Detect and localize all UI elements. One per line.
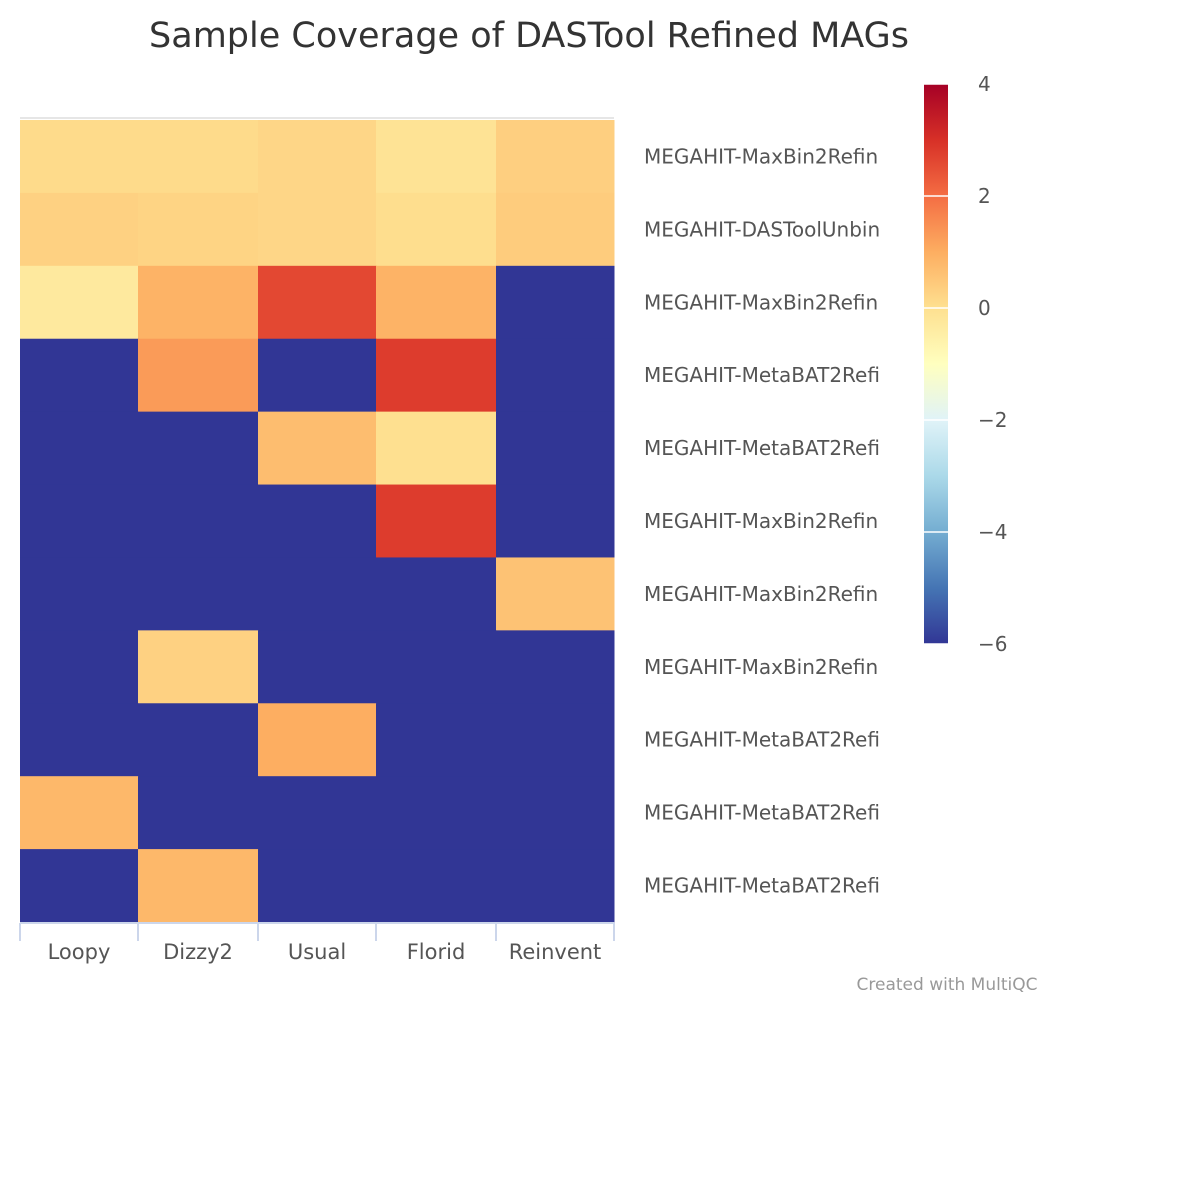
heatmap-cell[interactable]	[20, 192, 139, 267]
heatmap-cell[interactable]	[20, 849, 139, 923]
colorbar-gradient	[924, 84, 948, 644]
x-tick-label: Florid	[407, 940, 466, 964]
y-tick-label: MEGAHIT-MaxBin2Refin	[644, 582, 878, 606]
heatmap-cell[interactable]	[376, 703, 497, 777]
heatmap-cell[interactable]	[258, 776, 377, 850]
heatmap-cell[interactable]	[20, 630, 139, 704]
heatmap-cell[interactable]	[376, 484, 497, 558]
heatmap-cell[interactable]	[258, 484, 377, 558]
heatmap-cell[interactable]	[496, 557, 615, 631]
colorbar: 4 2 0 −2 −4 −6	[924, 72, 1007, 656]
heatmap-cell[interactable]	[496, 630, 615, 704]
heatmap-cell[interactable]	[258, 849, 377, 923]
y-tick-label: MEGAHIT-MetaBAT2Refi	[644, 874, 880, 898]
colorbar-tick-label: −6	[978, 632, 1007, 656]
heatmap-cell[interactable]	[20, 484, 139, 558]
heatmap-cell[interactable]	[376, 776, 497, 850]
heatmap-cell[interactable]	[376, 849, 497, 923]
y-tick-label: MEGAHIT-MaxBin2Refin	[644, 509, 878, 533]
colorbar-tick-label: 4	[978, 72, 991, 96]
y-tick-label: MEGAHIT-MetaBAT2Refi	[644, 801, 880, 825]
x-axis: Loopy Dizzy2 Usual Florid Reinvent	[19, 922, 615, 964]
heatmap-cell[interactable]	[138, 411, 259, 486]
y-tick-label: MEGAHIT-MaxBin2Refin	[644, 655, 878, 679]
heatmap-cell[interactable]	[496, 192, 615, 267]
heatmap-cell[interactable]	[138, 776, 259, 850]
heatmap-cell[interactable]	[258, 120, 377, 194]
y-tick-label: MEGAHIT-MaxBin2Refin	[644, 290, 878, 314]
heatmap-cell[interactable]	[138, 338, 259, 413]
heatmap-cell[interactable]	[138, 849, 259, 923]
heatmap-cell[interactable]	[138, 557, 259, 631]
heatmap-cell[interactable]	[20, 557, 139, 631]
heatmap-cell[interactable]	[20, 703, 139, 777]
heatmap-cell[interactable]	[258, 557, 377, 631]
heatmap-cell[interactable]	[258, 703, 377, 777]
y-tick-label: MEGAHIT-MetaBAT2Refi	[644, 728, 880, 752]
heatmap-cell[interactable]	[376, 120, 497, 194]
heatmap-cell[interactable]	[376, 630, 497, 704]
colorbar-tick-label: −2	[978, 408, 1007, 432]
heatmap-cell[interactable]	[20, 120, 139, 194]
heatmap-cell[interactable]	[138, 703, 259, 777]
credit-text[interactable]: Created with MultiQC	[857, 975, 1038, 995]
y-tick-label: MEGAHIT-MaxBin2Refin	[644, 144, 878, 168]
heatmap-cell[interactable]	[496, 411, 615, 486]
heatmap-cell[interactable]	[258, 411, 377, 486]
heatmap-cell[interactable]	[376, 192, 497, 267]
y-tick-label: MEGAHIT-MetaBAT2Refi	[644, 436, 880, 460]
heatmap-cell[interactable]	[138, 630, 259, 704]
heatmap-cell[interactable]	[138, 265, 259, 340]
heatmap-cell[interactable]	[138, 120, 259, 194]
heatmap-cell[interactable]	[496, 849, 615, 923]
heatmap-cell[interactable]	[258, 338, 377, 413]
heatmap-cell[interactable]	[496, 338, 615, 413]
heatmap-cell[interactable]	[376, 557, 497, 631]
heatmap-cell[interactable]	[496, 484, 615, 558]
heatmap-cell[interactable]	[20, 265, 139, 340]
heatmap-cell[interactable]	[258, 192, 377, 267]
heatmap-cell[interactable]	[496, 776, 615, 850]
colorbar-tick-label: 0	[978, 296, 991, 320]
x-tick-label: Loopy	[48, 940, 111, 964]
heatmap-cell[interactable]	[138, 484, 259, 558]
chart-title: Sample Coverage of DASTool Refined MAGs	[149, 16, 909, 56]
x-tick-label: Dizzy2	[163, 940, 233, 964]
heatmap-cell[interactable]	[496, 703, 615, 777]
y-tick-label: MEGAHIT-MetaBAT2Refi	[644, 363, 880, 387]
heatmap-cell[interactable]	[258, 630, 377, 704]
heatmap-cell[interactable]	[20, 338, 139, 413]
y-tick-label: MEGAHIT-DASToolUnbin	[644, 217, 880, 241]
heatmap-cell[interactable]	[138, 192, 259, 267]
colorbar-tick-label: 2	[978, 184, 991, 208]
heatmap-cell[interactable]	[496, 265, 615, 340]
heatmap-cell[interactable]	[496, 120, 615, 194]
x-tick-label: Reinvent	[509, 940, 602, 964]
heatmap-cell[interactable]	[20, 411, 139, 486]
heatmap-cell[interactable]	[376, 411, 497, 486]
heatmap-cell[interactable]	[20, 776, 139, 850]
heatmap-cell[interactable]	[258, 265, 377, 340]
y-axis: MEGAHIT-MaxBin2Refin MEGAHIT-DASToolUnbin…	[644, 144, 880, 897]
heatmap-plot-area	[20, 117, 615, 923]
heatmap-cell[interactable]	[376, 265, 497, 340]
heatmap-cell[interactable]	[376, 338, 497, 413]
colorbar-tick-label: −4	[978, 520, 1007, 544]
x-tick-label: Usual	[288, 940, 346, 964]
